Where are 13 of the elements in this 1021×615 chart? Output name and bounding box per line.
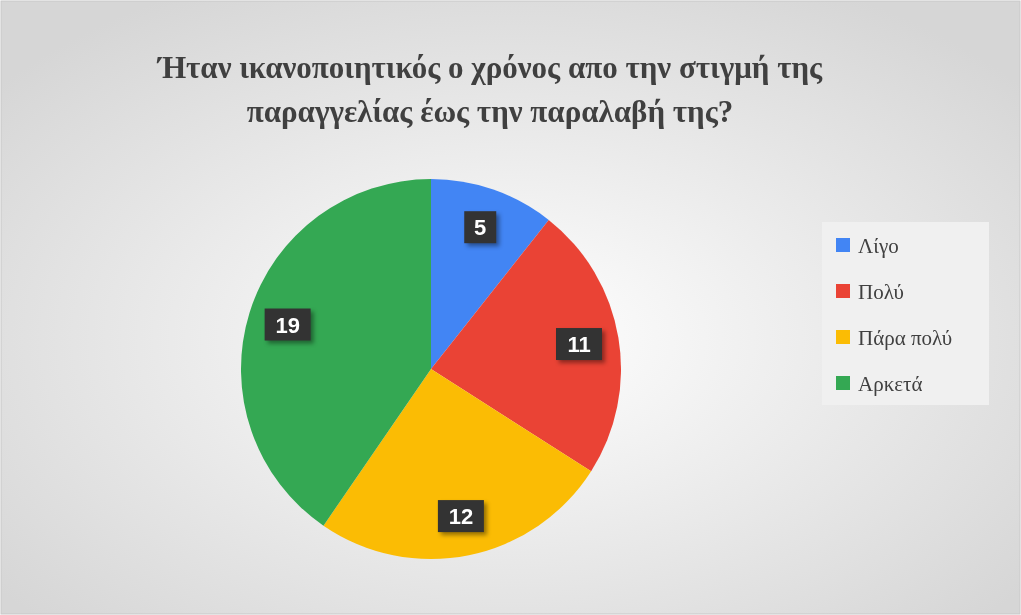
data-label: 5 [474, 215, 487, 241]
data-label: 11 [567, 332, 591, 358]
data-label: 19 [275, 312, 300, 338]
pie-slice [431, 179, 549, 369]
pie-slice [431, 219, 621, 472]
data-label: 12 [448, 504, 474, 530]
pie-slice [241, 179, 431, 526]
legend-label: Πάρα πολύ [858, 326, 953, 350]
legend-label: Πολύ [858, 280, 904, 304]
chart-title: Ήταν ικανοποιητικός ο χρόνος απο την στιγμή της παραγγελίας έως την παραλαβή της? [155, 50, 824, 129]
legend-label: Λίγο [858, 234, 899, 258]
legend-label: Αρκετά [858, 372, 923, 396]
pie-slice [323, 369, 592, 559]
